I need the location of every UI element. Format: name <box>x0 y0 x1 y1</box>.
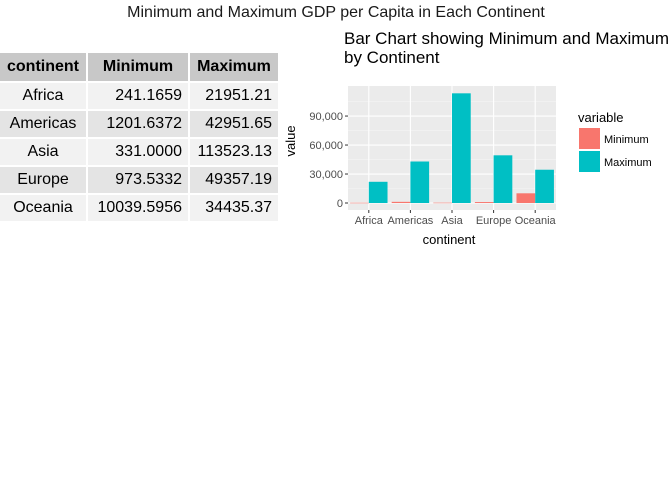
cell-maximum: 113523.13 <box>189 138 280 167</box>
y-axis: 0 30,000 60,000 90,000 <box>309 111 348 210</box>
y-tick-label: 30,000 <box>309 169 343 181</box>
cell-continent: Oceania <box>0 194 88 223</box>
table-header-row: continent Minimum Maximum <box>0 53 280 83</box>
legend-label-maximum: Maximum <box>604 157 652 169</box>
cell-minimum: 10039.5956 <box>87 194 190 223</box>
x-tick-label: Americas <box>387 215 433 227</box>
table-row: Americas 1201.6372 42951.65 <box>0 110 280 139</box>
table-row: Africa 241.1659 21951.21 <box>0 82 280 111</box>
chart-title-line-2: by Continent <box>344 48 440 67</box>
cell-minimum: 241.1659 <box>87 82 190 111</box>
legend-key-minimum <box>579 128 600 149</box>
header-maximum: Maximum <box>189 53 280 83</box>
legend-label-minimum: Minimum <box>604 134 649 146</box>
chart-title-line-1: Bar Chart showing Minimum and Maximum GD… <box>344 29 672 48</box>
header-continent: continent <box>0 53 88 83</box>
cell-continent: Americas <box>0 110 88 139</box>
bar-maximum-americas <box>410 161 430 203</box>
y-tick-label: 60,000 <box>309 140 343 152</box>
bar-maximum-europe <box>493 155 513 203</box>
cell-continent: Europe <box>0 166 88 195</box>
page-title: Minimum and Maximum GDP per Capita in Ea… <box>127 4 545 21</box>
legend: Minimum Maximum <box>579 128 652 172</box>
x-tick-label: Oceania <box>515 215 557 227</box>
x-axis: Africa Americas Asia Europe Oceania <box>355 210 557 227</box>
bar-maximum-asia <box>452 93 471 203</box>
cell-minimum: 1201.6372 <box>87 110 190 139</box>
bar-minimum-europe <box>474 202 494 203</box>
cell-continent: Asia <box>0 138 88 167</box>
cell-maximum: 42951.65 <box>189 110 280 139</box>
x-axis-title: continent <box>423 232 476 247</box>
y-tick-label: 0 <box>337 198 343 210</box>
y-axis-title: value <box>283 125 298 156</box>
table-row: Asia 331.0000 113523.13 <box>0 138 280 167</box>
cell-maximum: 34435.37 <box>189 194 280 223</box>
bar-maximum-africa <box>368 181 388 203</box>
bar-minimum-oceania <box>516 193 536 203</box>
bar-minimum-americas <box>391 201 411 203</box>
bar-minimum-asia <box>433 202 452 204</box>
gdp-table: continent Minimum Maximum Africa 241.165… <box>0 53 280 223</box>
x-tick-label: Asia <box>441 215 463 227</box>
bar-maximum-oceania <box>535 169 554 203</box>
y-tick-label: 90,000 <box>309 111 343 123</box>
cell-minimum: 331.0000 <box>87 138 190 167</box>
cell-continent: Africa <box>0 82 88 111</box>
table-row: Europe 973.5332 49357.19 <box>0 166 280 195</box>
header-minimum: Minimum <box>87 53 190 83</box>
bar-minimum-africa <box>350 202 369 204</box>
cell-maximum: 49357.19 <box>189 166 280 195</box>
cell-minimum: 973.5332 <box>87 166 190 195</box>
x-tick-label: Africa <box>355 215 384 227</box>
table-row: Oceania 10039.5956 34435.37 <box>0 194 280 223</box>
legend-title: variable <box>578 110 624 125</box>
cell-maximum: 21951.21 <box>189 82 280 111</box>
x-tick-label: Europe <box>476 215 511 227</box>
bars <box>350 93 554 204</box>
legend-key-maximum <box>579 151 600 172</box>
